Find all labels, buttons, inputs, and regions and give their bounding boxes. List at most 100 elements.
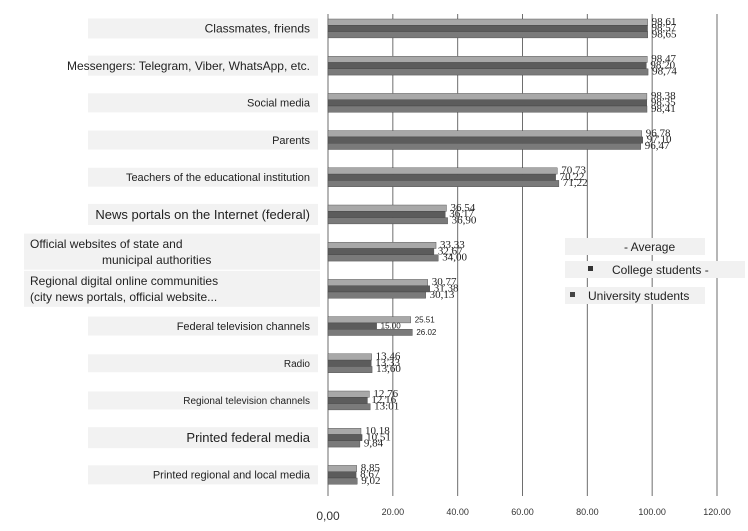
value-label: 98,20 <box>650 59 675 71</box>
bar-series-2 <box>327 440 361 448</box>
value-label: 31,38 <box>434 283 459 295</box>
x-tick-label: 80.00 <box>576 507 599 517</box>
legend-label: College students - <box>612 263 709 277</box>
value-label: 98,38 <box>651 90 676 102</box>
category-label-line: News portals on the Internet (federal) <box>95 207 310 222</box>
category-label-bg <box>88 427 318 449</box>
bar-series-2 <box>327 68 649 76</box>
value-label: 98,61 <box>652 16 677 28</box>
value-label: 33,33 <box>440 239 465 251</box>
bar-series-0 <box>327 241 437 249</box>
value-label: 13:01 <box>374 400 399 412</box>
bar-series-2 <box>327 142 641 150</box>
bar-series-1 <box>327 62 647 70</box>
value-label: 98,35 <box>651 97 676 109</box>
x-tick-label: 0,00 <box>316 509 340 523</box>
value-label: 71,22 <box>563 177 588 189</box>
bar-series-0 <box>327 167 558 175</box>
bar-series-1 <box>327 25 648 32</box>
category-label: Radio <box>284 359 311 370</box>
bar-series-1 <box>327 136 643 144</box>
bar-series-1 <box>327 359 372 367</box>
category-label: Printed regional and local media <box>153 470 311 482</box>
bar-series-0 <box>327 353 372 361</box>
category-label-bg <box>88 316 318 336</box>
value-label: 13,60 <box>376 363 401 375</box>
legend-bg <box>565 238 705 255</box>
value-label: 96,78 <box>646 127 671 139</box>
category-label-bg <box>24 270 320 307</box>
bar-series-2 <box>327 291 426 299</box>
bar-series-0 <box>327 56 648 63</box>
value-label: 12,76 <box>373 388 398 400</box>
bar-series-0 <box>327 390 370 398</box>
bar-series-2 <box>327 180 560 187</box>
bar-series-2 <box>327 105 648 113</box>
category-label-line: municipal authorities <box>102 253 211 267</box>
legend-swatch <box>570 292 575 297</box>
value-label: 12,16 <box>371 394 396 406</box>
x-tick-label: 60.00 <box>511 507 534 517</box>
category-label-bg <box>88 465 318 485</box>
value-label: 98,47 <box>651 53 676 65</box>
value-label: 98,57 <box>652 22 677 34</box>
category-label-backgrounds <box>24 18 320 485</box>
category-label-bg <box>88 18 318 39</box>
category-label-line: Regional television channels <box>183 396 310 407</box>
value-label: 32,67 <box>438 245 463 257</box>
value-label: 70,73 <box>561 165 586 177</box>
category-label-line: Regional digital online communities <box>30 274 218 288</box>
category-label: Printed federal media <box>186 430 310 445</box>
bar-series-2 <box>327 477 358 485</box>
legend-bg <box>565 261 745 278</box>
category-label: Regional digital online communities (city… <box>30 274 218 304</box>
value-label: 98,41 <box>651 103 676 115</box>
value-label: 15.00 <box>381 322 402 331</box>
bar-series-0 <box>327 93 648 100</box>
bar-series-1 <box>327 322 377 330</box>
category-label-line: Messengers: Telegram, Viber, WhatsApp, e… <box>67 59 310 73</box>
bar-series-0 <box>327 428 362 435</box>
value-label: 70,22 <box>560 171 585 183</box>
category-label-line: Radio <box>284 359 311 370</box>
x-tick-label: 100.00 <box>638 507 666 517</box>
category-label: News portals on the Internet (federal) <box>95 207 310 222</box>
bar-series-2 <box>327 366 373 373</box>
bar-series-2 <box>327 217 448 225</box>
x-tick-label: 20.00 <box>382 507 405 517</box>
bar-series-2 <box>327 403 371 411</box>
value-label: 9,02 <box>361 475 380 487</box>
category-label-line: (city news portals, official website... <box>30 290 217 304</box>
category-label: Social media <box>247 98 311 110</box>
bar-series-0 <box>327 18 648 26</box>
bar-series-1 <box>327 434 363 442</box>
category-label-bg <box>88 167 318 187</box>
value-label: 96,47 <box>645 140 670 152</box>
bar-series-1 <box>327 248 435 256</box>
bar-series-0 <box>327 465 357 472</box>
category-label-bg <box>88 55 318 76</box>
bar-series-1 <box>327 471 357 479</box>
category-label-bg <box>88 391 318 410</box>
bar-series-0 <box>327 130 642 138</box>
category-label: Regional television channels <box>183 396 310 407</box>
category-label-line: Classmates, friends <box>205 22 310 36</box>
category-label-bg <box>88 203 318 225</box>
category-label: Teachers of the educational institution <box>126 172 310 184</box>
category-label-bg <box>24 233 320 270</box>
category-label: Parents <box>272 135 310 147</box>
bar-series-1 <box>327 173 556 181</box>
chart-category-labels: Classmates, friends Messengers: Telegram,… <box>30 22 311 482</box>
category-label-line: Teachers of the educational institution <box>126 172 310 184</box>
value-label: 8,85 <box>361 462 381 474</box>
bar-series-0 <box>327 204 447 212</box>
value-label: 98,65 <box>652 28 677 40</box>
x-tick-label: 120.00 <box>703 507 731 517</box>
legend-label: University students <box>588 289 689 303</box>
category-label-bg <box>88 130 318 150</box>
legend-bg <box>565 287 705 304</box>
bar-series-2 <box>327 329 413 336</box>
category-label: Federal television channels <box>177 321 311 333</box>
value-label: 9,84 <box>364 438 384 450</box>
bar-series-1 <box>327 285 430 293</box>
